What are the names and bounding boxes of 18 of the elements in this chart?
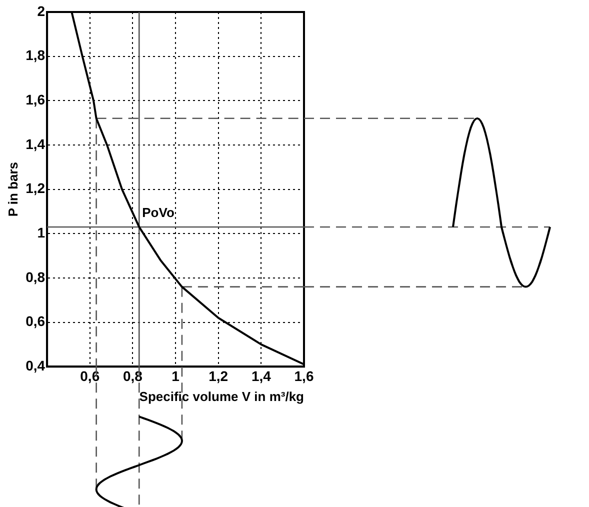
- x-tick-label: 0,6: [80, 368, 100, 384]
- y-tick-label: 1,4: [26, 136, 46, 152]
- x-tick-label: 1,2: [208, 368, 228, 384]
- y-tick-label: 1,2: [26, 180, 46, 196]
- x-tick-label: 0,8: [122, 368, 143, 384]
- x-tick-label: 1,6: [294, 368, 314, 384]
- y-tick-label: 1,6: [26, 92, 46, 108]
- annotation: PoVo: [142, 204, 174, 220]
- y-tick-label: 2: [37, 2, 46, 19]
- y-axis-title: P in bars: [5, 162, 20, 217]
- x-tick-label: 1: [172, 368, 180, 384]
- y-tick-label: 1,8: [26, 47, 46, 64]
- x-tick-label: 1,4: [251, 368, 272, 384]
- x-axis-title: Specific volume V in m³/kg: [139, 388, 304, 404]
- y-tick-label: 0,6: [26, 313, 46, 330]
- y-tick-label: 1: [37, 224, 46, 240]
- y-tick-label: 0,8: [26, 268, 46, 285]
- y-tick-label: 0,4: [26, 357, 46, 374]
